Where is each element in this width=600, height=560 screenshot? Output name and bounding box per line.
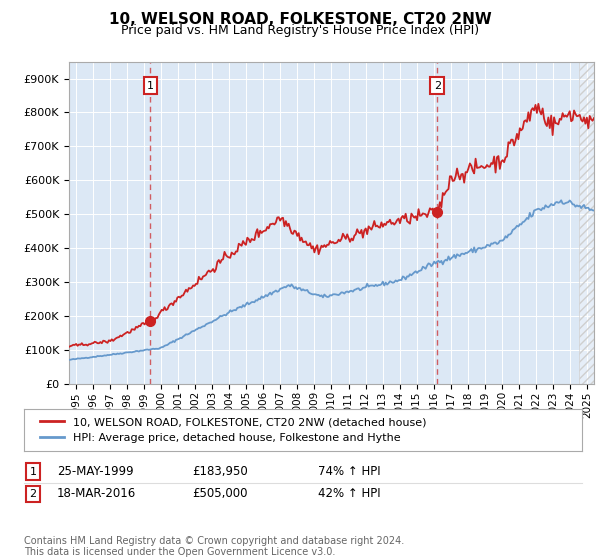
Bar bbox=[578, 62, 594, 384]
Text: 74% ↑ HPI: 74% ↑ HPI bbox=[318, 465, 380, 478]
Text: 25-MAY-1999: 25-MAY-1999 bbox=[57, 465, 134, 478]
Text: 2: 2 bbox=[29, 489, 37, 499]
Text: Price paid vs. HM Land Registry's House Price Index (HPI): Price paid vs. HM Land Registry's House … bbox=[121, 24, 479, 36]
Text: 2: 2 bbox=[434, 81, 441, 91]
Bar bbox=[578, 62, 594, 384]
Text: Contains HM Land Registry data © Crown copyright and database right 2024.
This d: Contains HM Land Registry data © Crown c… bbox=[24, 535, 404, 557]
Bar bbox=[578, 62, 594, 384]
Text: 1: 1 bbox=[29, 466, 37, 477]
Text: £505,000: £505,000 bbox=[192, 487, 248, 501]
Text: 42% ↑ HPI: 42% ↑ HPI bbox=[318, 487, 380, 501]
Legend: 10, WELSON ROAD, FOLKESTONE, CT20 2NW (detached house), HPI: Average price, deta: 10, WELSON ROAD, FOLKESTONE, CT20 2NW (d… bbox=[35, 413, 431, 447]
Text: £183,950: £183,950 bbox=[192, 465, 248, 478]
Text: 1: 1 bbox=[147, 81, 154, 91]
Text: 18-MAR-2016: 18-MAR-2016 bbox=[57, 487, 136, 501]
Text: 10, WELSON ROAD, FOLKESTONE, CT20 2NW: 10, WELSON ROAD, FOLKESTONE, CT20 2NW bbox=[109, 12, 491, 27]
